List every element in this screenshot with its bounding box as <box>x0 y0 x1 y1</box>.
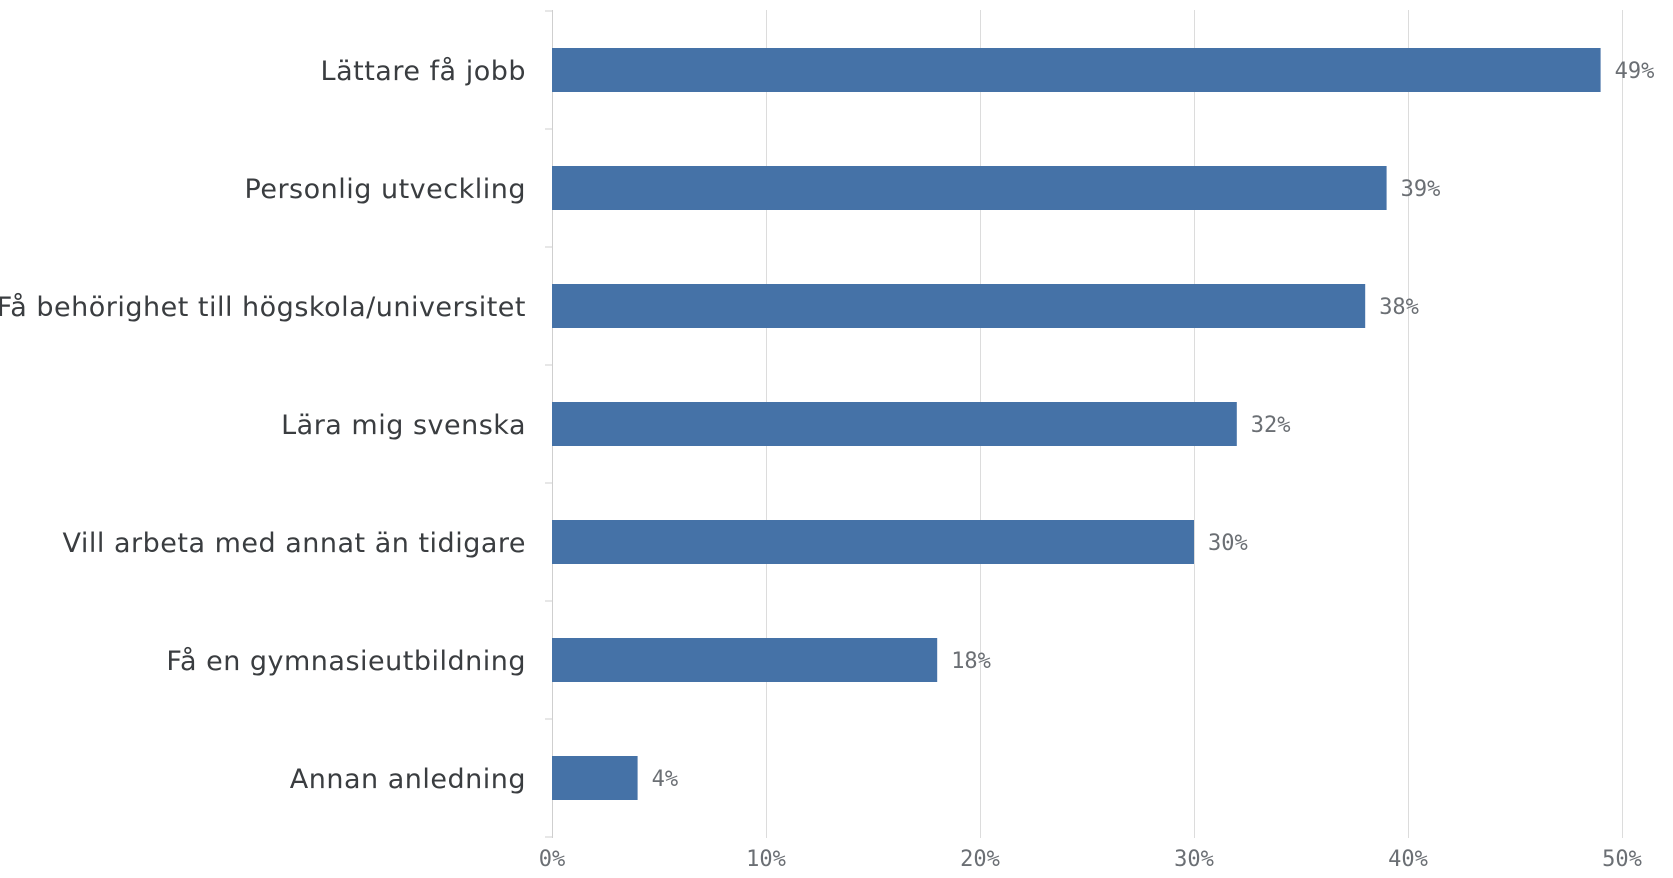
value-label: 30% <box>1208 531 1248 556</box>
value-label: 32% <box>1251 413 1291 438</box>
category-label: Få en gymnasieutbildning <box>166 646 526 677</box>
x-tick-label: 10% <box>746 847 786 872</box>
value-label: 39% <box>1401 177 1441 202</box>
category-label: Vill arbeta med annat än tidigare <box>63 528 526 559</box>
category-label: Personlig utveckling <box>245 174 526 205</box>
bar <box>552 284 1366 328</box>
value-label: 4% <box>652 767 679 792</box>
category-label: Annan anledning <box>290 764 526 795</box>
category-label: Lättare få jobb <box>321 56 526 87</box>
value-label: 38% <box>1379 295 1419 320</box>
x-tick-label: 0% <box>539 847 566 872</box>
bar <box>552 48 1601 92</box>
bar <box>552 166 1387 210</box>
category-label: Få behörighet till högskola/universitet <box>0 292 526 323</box>
x-tick-label: 40% <box>1388 847 1428 872</box>
x-tick-label: 20% <box>960 847 1000 872</box>
x-tick-label: 50% <box>1602 847 1642 872</box>
bar <box>552 756 638 800</box>
x-tick-label: 30% <box>1174 847 1214 872</box>
value-label: 18% <box>951 649 991 674</box>
value-label: 49% <box>1615 59 1655 84</box>
category-label: Lära mig svenska <box>281 410 526 441</box>
bar <box>552 520 1194 564</box>
bar <box>552 402 1237 446</box>
bar <box>552 638 938 682</box>
